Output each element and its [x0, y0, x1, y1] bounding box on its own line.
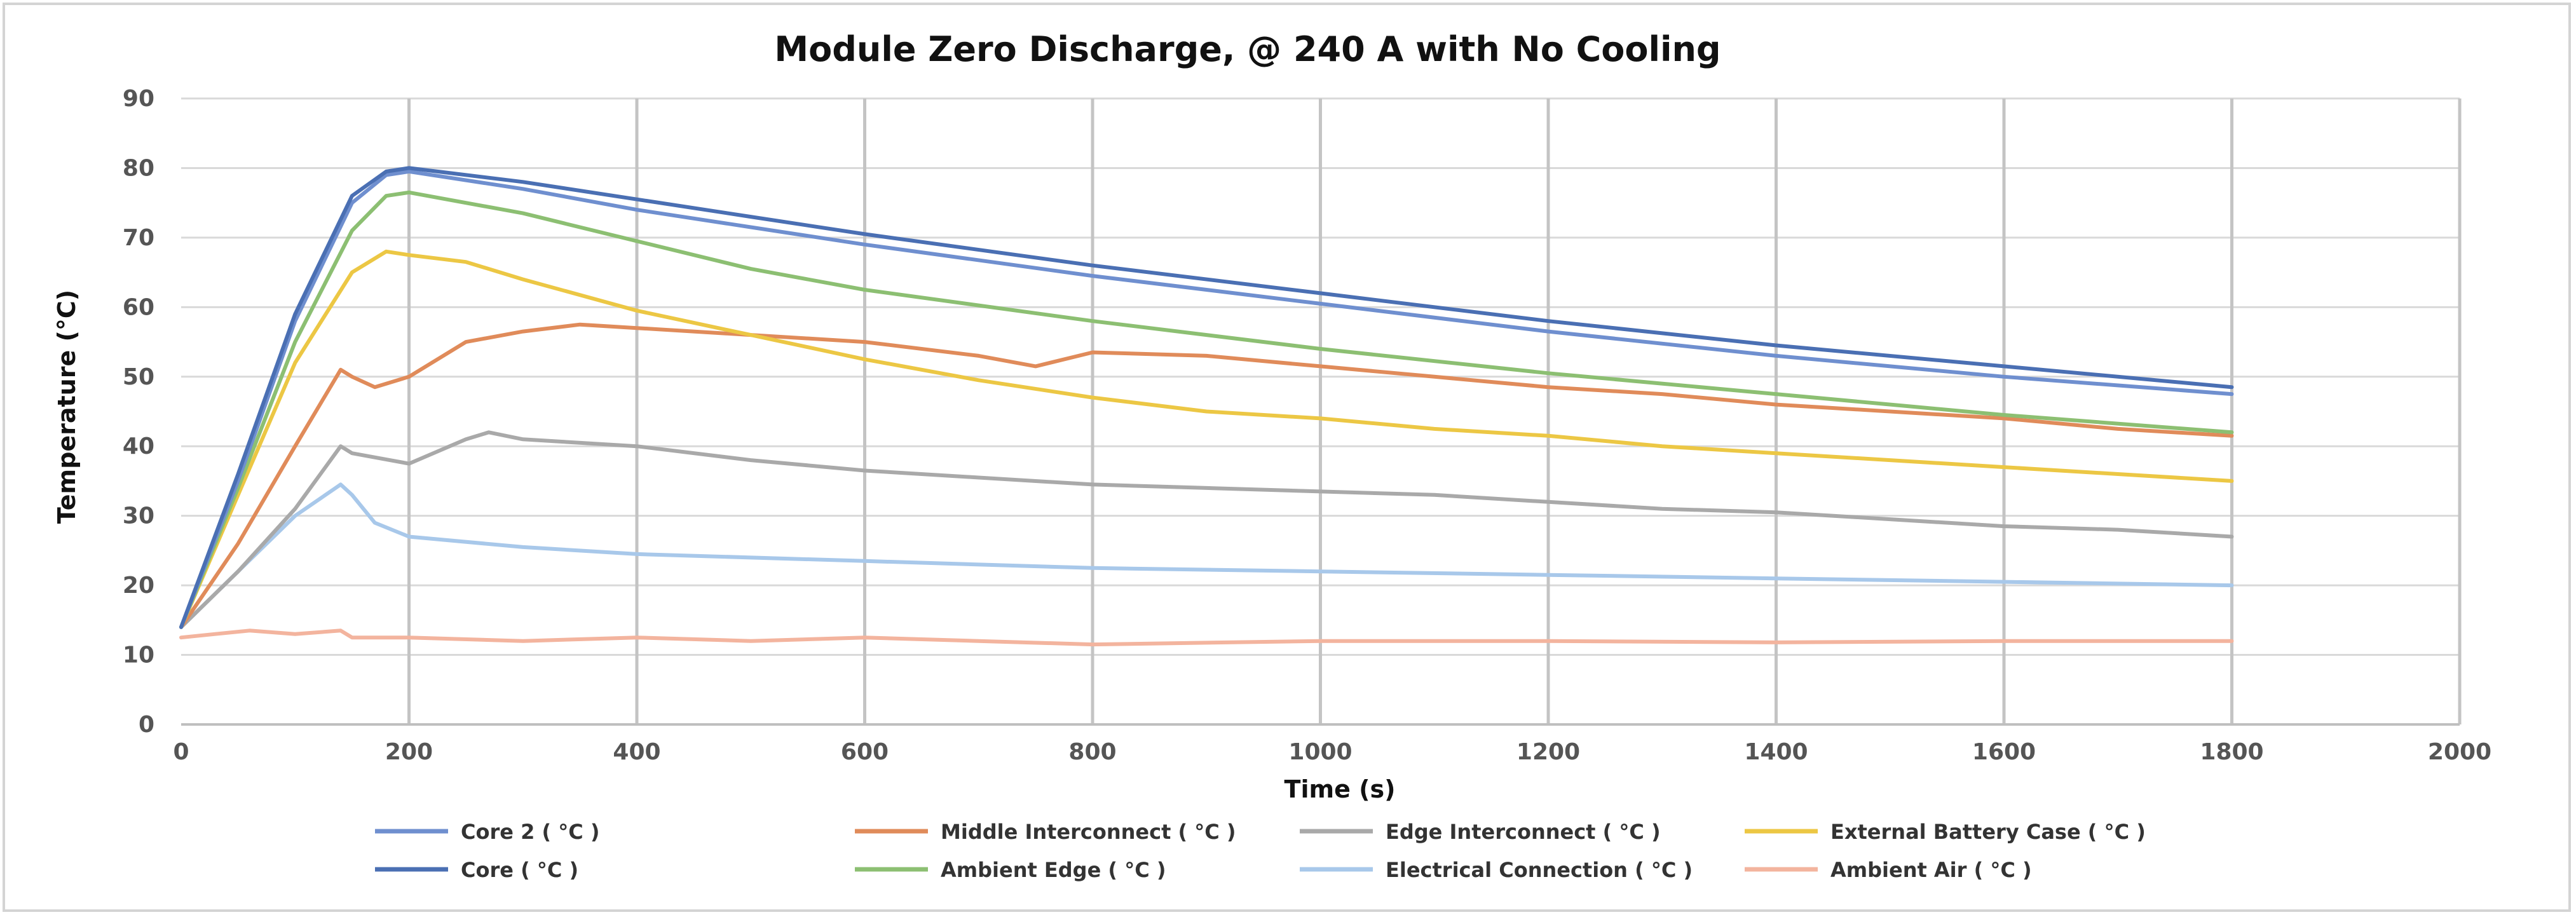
x-tick-label: 2000 [2428, 739, 2491, 765]
x-tick-label: 1400 [1744, 739, 1808, 765]
y-tick-label: 40 [123, 433, 154, 459]
chart-frame [3, 3, 2571, 912]
chart-title: Module Zero Discharge, @ 240 A with No C… [774, 29, 1721, 69]
series-line [179, 322, 2234, 629]
x-tick-label: 0 [173, 739, 189, 765]
series-line [179, 628, 2234, 647]
x-tick-label: 1000 [1288, 739, 1352, 765]
legend-label: Middle Interconnect ( °C ) [941, 820, 1236, 844]
x-tick-label: 200 [385, 739, 433, 765]
x-tick-label: 1600 [1972, 739, 2036, 765]
series-line [179, 249, 2234, 629]
series-line [179, 190, 2234, 629]
x-tick-label: 400 [613, 739, 660, 765]
series-line [179, 482, 2234, 629]
legend-label: Core 2 ( °C ) [461, 820, 600, 844]
legend-label: Ambient Air ( °C ) [1830, 858, 2032, 882]
x-tick-label: 1200 [1516, 739, 1580, 765]
x-axis-label: Time (s) [1285, 775, 1396, 803]
x-tick-label: 1800 [2200, 739, 2263, 765]
series-line [179, 430, 2234, 629]
y-tick-label: 90 [123, 86, 154, 112]
y-axis-label: Temperature (°C) [53, 290, 81, 524]
series-line [179, 166, 2234, 629]
y-tick-label: 70 [123, 225, 154, 251]
series-line [179, 169, 2234, 629]
legend-label: Ambient Edge ( °C ) [941, 858, 1166, 882]
x-tick-label: 600 [841, 739, 889, 765]
legend-label: Edge Interconnect ( °C ) [1386, 820, 1661, 844]
y-tick-label: 20 [123, 573, 154, 599]
y-tick-label: 80 [123, 155, 154, 181]
legend-label: Core ( °C ) [461, 858, 578, 882]
y-tick-label: 10 [123, 642, 154, 669]
legend-label: External Battery Case ( °C ) [1830, 820, 2146, 844]
series-lines [179, 166, 2234, 647]
y-tick-labels: 0 10 20 30 40 50 60 70 80 90 [123, 86, 154, 738]
y-tick-label: 0 [139, 712, 154, 738]
gridlines [181, 97, 2462, 726]
legend: Core 2 ( °C ) Middle Interconnect ( °C ) E… [375, 820, 2146, 882]
y-tick-label: 50 [123, 364, 154, 390]
y-tick-label: 30 [123, 503, 154, 529]
x-tick-labels: 0 200 400 600 800 1000 1200 1400 1600 1800 2000 [173, 739, 2491, 765]
x-tick-label: 800 [1068, 739, 1116, 765]
y-tick-label: 60 [123, 294, 154, 320]
legend-label: Electrical Connection ( °C ) [1386, 858, 1693, 882]
